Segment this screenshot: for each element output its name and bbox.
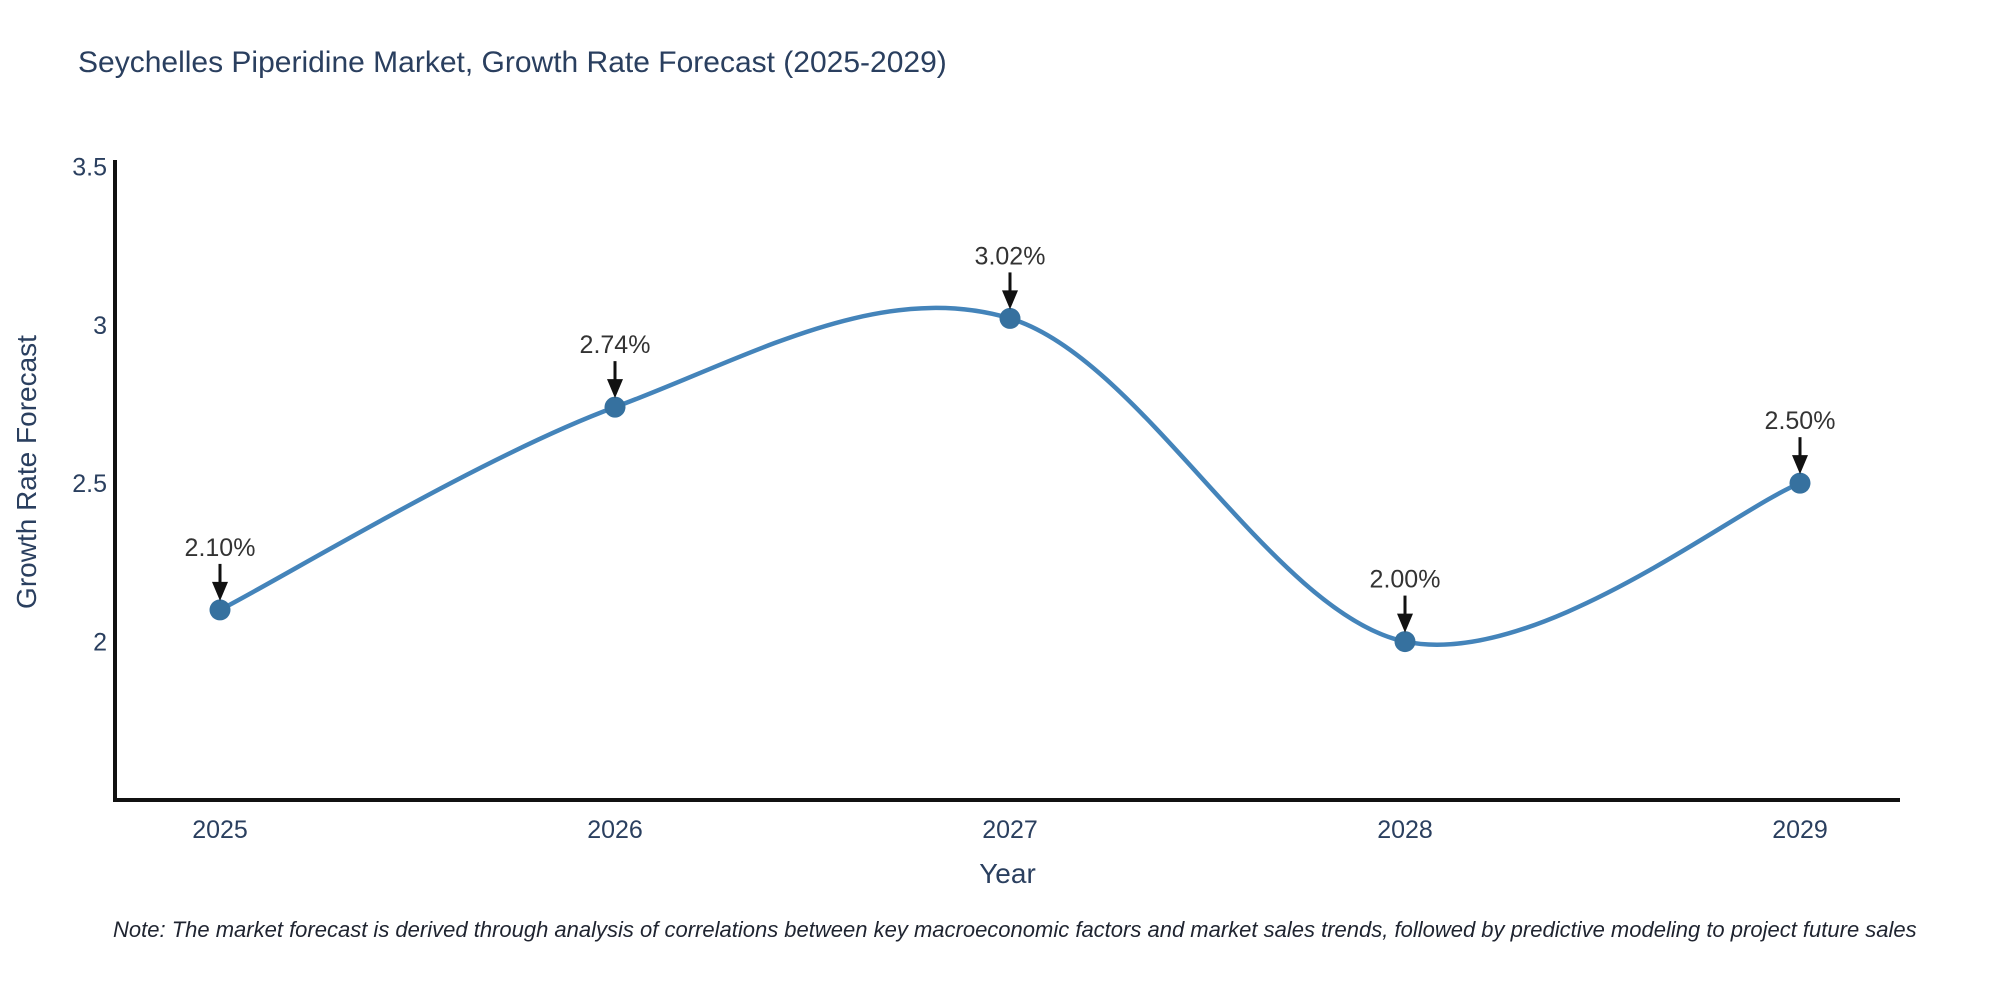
annotation-arrow-head [1792,455,1808,475]
trend-line [217,305,1803,647]
annotation-arrow-head [607,379,623,399]
y-axis-title: Growth Rate Forecast [11,335,42,609]
x-tick-label: 2026 [587,816,643,844]
data-point-label: 2.10% [185,534,256,562]
annotation-arrow-head [1002,290,1018,310]
data-point-marker [1789,472,1811,494]
footnote: Note: The market forecast is derived thr… [113,917,1917,942]
x-tick-label: 2025 [192,816,248,844]
data-point-marker [604,396,626,418]
x-tick-label: 2029 [1772,816,1828,844]
annotation-arrow-head [1397,613,1413,633]
annotation-arrow-head [212,581,228,601]
data-point-label: 3.02% [975,242,1046,270]
chart-title: Seychelles Piperidine Market, Growth Rat… [78,46,947,79]
y-tick-label: 2 [93,629,107,657]
x-tick-label: 2027 [982,816,1038,844]
y-tick-label: 2.5 [72,470,107,498]
x-axis-title: Year [979,858,1036,889]
data-point-label: 2.00% [1370,566,1441,594]
x-tick-label: 2028 [1377,816,1433,844]
data-point-marker [1394,631,1416,653]
data-point-marker [999,307,1021,329]
y-tick-label: 3 [93,312,107,340]
data-point-marker [209,599,231,621]
y-tick-label: 3.5 [72,153,107,181]
data-point-label: 2.74% [580,331,651,359]
data-point-label: 2.50% [1765,407,1836,435]
